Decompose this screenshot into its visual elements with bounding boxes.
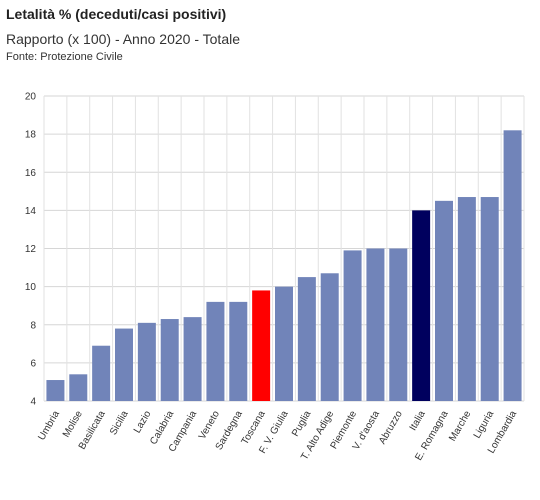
bar-t-alto-adige[interactable] <box>320 273 339 401</box>
chart-subtitle: Rapporto (x 100) - Anno 2020 - Totale <box>6 31 241 47</box>
bar-lazio[interactable] <box>137 322 156 401</box>
bar-calabria[interactable] <box>160 319 179 401</box>
bar-liguria[interactable] <box>480 197 499 401</box>
y-tick-label: 20 <box>25 92 37 103</box>
y-tick-label: 8 <box>30 320 36 331</box>
bar-sicilia[interactable] <box>115 328 133 401</box>
bar-f-v-giulia[interactable] <box>275 286 293 401</box>
y-tick-label: 10 <box>25 282 37 293</box>
x-tick-label: Italia <box>408 409 428 433</box>
x-tick-label: Puglia <box>290 409 314 439</box>
y-tick-label: 12 <box>25 244 37 255</box>
bar-marche[interactable] <box>457 197 476 401</box>
bar-piemonte[interactable] <box>343 250 362 401</box>
x-tick-label: Lazio <box>132 409 154 436</box>
y-axis-ticks: 4 6 8 10 12 14 16 18 20 <box>25 92 37 408</box>
bar-abruzzo[interactable] <box>389 248 408 402</box>
x-tick-label: Umbria <box>36 409 62 443</box>
y-tick-label: 14 <box>25 206 37 217</box>
x-tick-label: Marche <box>447 409 473 444</box>
bar-veneto[interactable] <box>206 301 225 401</box>
bar-umbria[interactable] <box>46 380 65 401</box>
y-tick-label: 4 <box>30 397 36 408</box>
bar-italia[interactable] <box>412 210 431 401</box>
chart-source: Fonte: Protezione Civile <box>6 51 123 63</box>
chart-title: Letalità % (deceduti/casi positivi) <box>6 6 227 22</box>
x-tick-label: Sicilia <box>108 409 131 437</box>
bars <box>46 130 522 402</box>
y-tick-label: 18 <box>25 130 37 141</box>
bar-molise[interactable] <box>69 374 88 401</box>
bar-puglia[interactable] <box>297 277 316 401</box>
x-tick-label: Liguria <box>472 409 497 441</box>
x-tick-label: Molise <box>61 409 85 440</box>
bar-campania[interactable] <box>183 317 202 401</box>
y-tick-label: 6 <box>30 358 36 369</box>
bar-sardegna[interactable] <box>229 301 248 401</box>
bar-basilicata[interactable] <box>92 345 111 401</box>
bar-lombardia[interactable] <box>503 130 522 401</box>
bar-v-d-aosta[interactable] <box>366 248 385 402</box>
bar-toscana[interactable] <box>252 290 271 401</box>
bar-e-romagna[interactable] <box>435 200 453 401</box>
y-tick-label: 16 <box>25 168 37 179</box>
